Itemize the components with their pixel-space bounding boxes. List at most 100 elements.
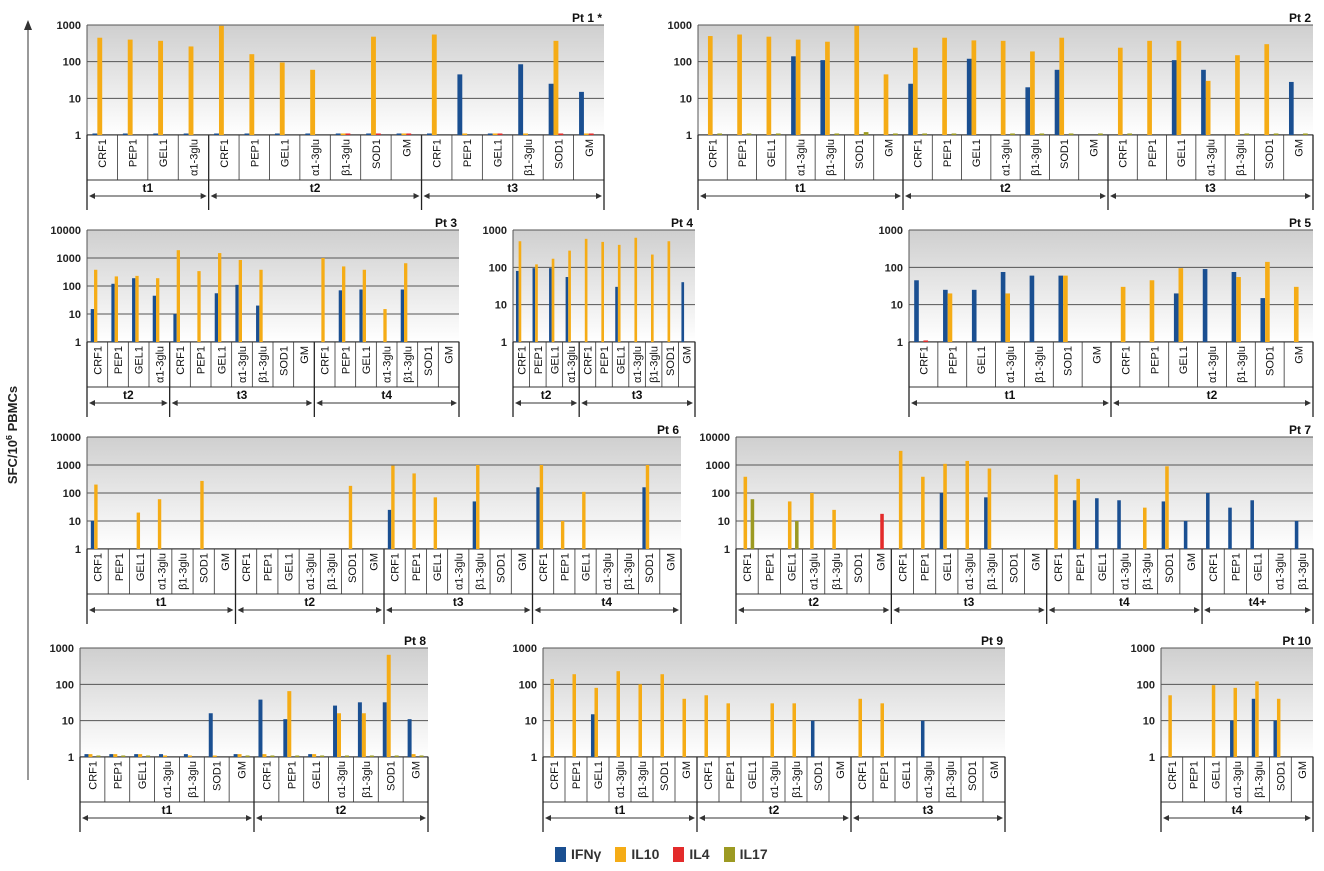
y-tick-label-10: 10 — [891, 300, 903, 312]
y-tick-label-1000: 1000 — [57, 253, 81, 265]
bar-il17-GM — [245, 755, 250, 757]
category-label: α1-3glu — [310, 139, 322, 176]
bar-ifnγ-β1-3glu — [1294, 521, 1299, 549]
chart-title: Pt 9 — [981, 634, 1003, 648]
category-label: CRF1 — [432, 139, 444, 168]
legend-item-ifng: IFNγ — [555, 846, 601, 862]
bar-ifnγ-CRF1 — [536, 487, 540, 549]
bar-il10-PEP1 — [462, 133, 468, 135]
category-label: PEP1 — [411, 553, 423, 581]
bar-ifnγ-CRF1 — [214, 133, 219, 135]
bar-ifnγ-CRF1 — [427, 133, 432, 135]
bar-ifnγ-CRF1 — [387, 509, 392, 549]
category-label: GEL1 — [216, 346, 228, 374]
category-label: β1-3glu — [187, 761, 199, 798]
bar-ifnγ-SOD1 — [548, 83, 554, 135]
category-label: PEP1 — [1075, 553, 1087, 581]
group-label-t3: t3 — [923, 803, 934, 817]
category-label: SOD1 — [853, 553, 865, 583]
y-tick-label-100: 100 — [63, 488, 81, 500]
category-label: GM — [1293, 139, 1305, 157]
bar-il10-β1-3glu — [987, 468, 992, 549]
bar-ifnγ-SOD1 — [642, 487, 646, 549]
bar-il10-PEP1 — [737, 34, 742, 135]
group-label-t1: t1 — [615, 803, 626, 817]
bar-ifnγ-GEL1 — [939, 493, 944, 549]
bar-il10-β1-3glu — [523, 133, 528, 135]
group-arrow-left — [89, 400, 95, 406]
bar-il10-SOD1 — [200, 480, 204, 549]
bar-il10-CRF1 — [707, 36, 713, 135]
bar-il10-α1-3glu — [965, 460, 970, 549]
bar-il17-PEP1 — [746, 133, 752, 135]
bar-il17-GM — [1098, 133, 1103, 135]
bar-il17-PEP1 — [951, 133, 957, 135]
bar-ifnγ-PEP1 — [457, 74, 463, 135]
bar-ifnγ-GM — [233, 754, 238, 757]
category-label: GM — [682, 346, 694, 364]
category-label: β1-3glu — [1142, 553, 1154, 590]
y-tick-label-100: 100 — [1137, 679, 1155, 691]
category-label: PEP1 — [737, 139, 749, 167]
bar-il17-CRF1 — [96, 755, 101, 757]
category-label: PEP1 — [533, 346, 545, 374]
category-label: CRF1 — [538, 553, 550, 582]
group-arrow-left — [699, 815, 705, 821]
group-arrow-right — [1305, 607, 1311, 613]
bar-il10-CRF1 — [391, 465, 395, 549]
category-label: CRF1 — [1208, 553, 1220, 582]
category-label: PEP1 — [1189, 761, 1201, 789]
bar-il10-SOD1 — [667, 241, 671, 342]
bar-ifnγ-GEL1 — [359, 289, 363, 342]
category-label: SOD1 — [1063, 346, 1075, 376]
category-label: SOD1 — [967, 761, 979, 791]
category-label: GM — [517, 553, 529, 571]
group-arrow-right — [1305, 193, 1311, 199]
legend-swatch-il10 — [615, 846, 627, 862]
bar-ifnγ-GEL1 — [487, 133, 493, 135]
bar-ifnγ-PEP1 — [943, 289, 948, 342]
bar-il10-PEP1 — [880, 703, 884, 757]
bar-ifnγ-SOD1 — [1058, 275, 1064, 342]
category-label: CRF1 — [549, 761, 561, 790]
group-arrow-right — [1305, 815, 1311, 821]
category-label: β1-3glu — [1254, 761, 1266, 798]
category-label: β1-3glu — [361, 761, 373, 798]
category-label: CRF1 — [857, 761, 869, 790]
bar-il10-CRF1 — [262, 754, 267, 757]
bar-il10-GM — [411, 754, 416, 757]
bar-il17-α1-3glu — [1010, 133, 1015, 135]
category-label: GEL1 — [284, 553, 296, 581]
y-tick-label-1000: 1000 — [57, 460, 81, 472]
category-label: GM — [401, 139, 413, 157]
bar-il10-CRF1 — [1117, 47, 1123, 135]
bar-il17-β1-3glu — [369, 755, 374, 757]
bar-il10-β1-3glu — [650, 254, 654, 342]
bar-il10-β1-3glu — [792, 703, 796, 757]
group-label-t3: t3 — [453, 595, 464, 609]
y-tick-label-1000: 1000 — [483, 225, 507, 237]
group-label-t3: t3 — [237, 388, 248, 402]
bar-il10-CRF1 — [94, 484, 98, 549]
category-label: CRF1 — [320, 346, 332, 375]
category-label: α1-3glu — [809, 553, 821, 590]
category-label: β1-3glu — [474, 553, 486, 590]
chart-title: Pt 5 — [1289, 216, 1311, 230]
group-arrow-right — [376, 607, 382, 613]
bar-il17-β1-3glu — [834, 133, 840, 135]
bar-ifnγ-β1-3glu — [518, 64, 524, 135]
group-arrow-left — [1113, 400, 1119, 406]
category-label: CRF1 — [92, 346, 104, 375]
group-arrow-right — [227, 607, 234, 613]
bar-ifnγ-α1-3glu — [1201, 69, 1206, 135]
group-arrow-right — [1305, 400, 1311, 406]
group-arrow-left — [911, 400, 917, 406]
category-label: GEL1 — [616, 346, 628, 374]
bar-il10-β1-3glu — [476, 465, 480, 549]
category-label: GEL1 — [1176, 139, 1188, 167]
category-label: α1-3glu — [1119, 553, 1131, 590]
bar-ifnγ-GEL1 — [1173, 293, 1179, 342]
group-label-t3: t3 — [964, 595, 975, 609]
chart-panel-3: 1 10 100 1000 10000 Pt 3 t2 t3 t4 CRF1 PEP1 GEL1 α1-… — [50, 216, 460, 417]
bar-ifnγ-GEL1 — [308, 754, 313, 757]
